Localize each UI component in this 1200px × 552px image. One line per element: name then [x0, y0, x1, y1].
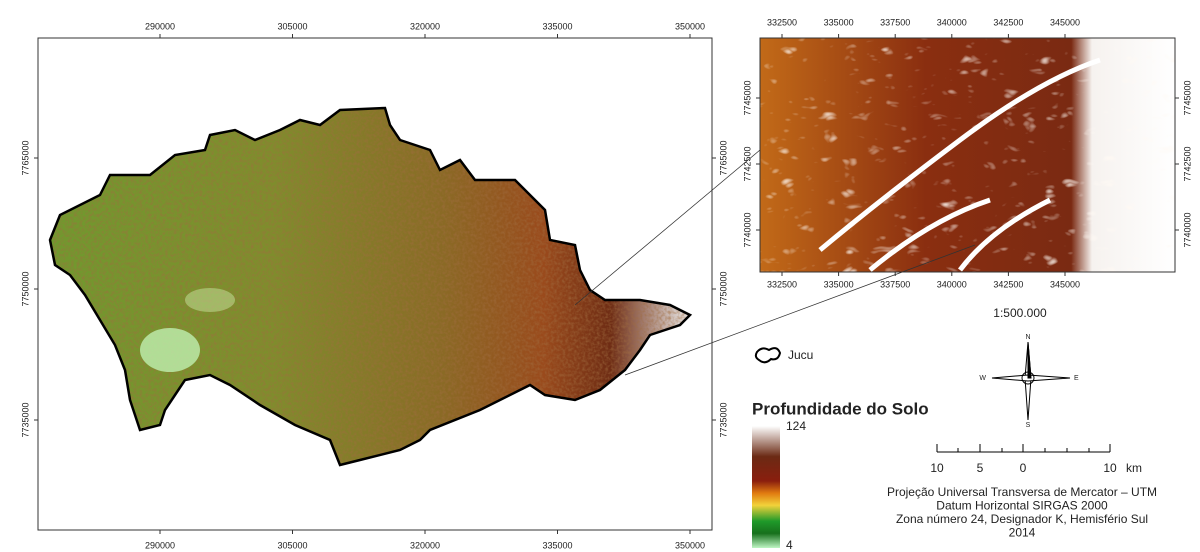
legend-min: 4: [786, 538, 793, 552]
x-tick-label: 337500: [880, 279, 910, 289]
boundary-label: Jucu: [788, 348, 813, 362]
y-tick-label: 7740000: [742, 212, 752, 247]
scale-label: 0: [1020, 461, 1027, 475]
projection-text: Projeção Universal Transversa de Mercato…: [887, 485, 1157, 499]
scale-label: 10: [930, 461, 944, 475]
x-tick-label: 337500: [880, 17, 910, 27]
x-tick-label: 345000: [1050, 17, 1080, 27]
y-tick-label: 7765000: [718, 140, 728, 175]
x-tick-label: 305000: [277, 540, 307, 550]
projection-text: 2014: [1009, 526, 1036, 540]
scale-label: 5: [977, 461, 984, 475]
compass-e: E: [1074, 375, 1079, 382]
x-tick-label: 305000: [277, 21, 307, 31]
boundary-symbol: [756, 348, 780, 362]
x-tick-label: 290000: [145, 21, 175, 31]
x-tick-label: 342500: [993, 279, 1023, 289]
inset-raster: [760, 38, 1175, 272]
y-tick-label: 7750000: [718, 271, 728, 306]
x-tick-label: 332500: [767, 279, 797, 289]
legend-max: 124: [786, 419, 806, 433]
north-arrow: [992, 342, 1070, 420]
scale-bar: [937, 444, 1110, 452]
y-tick-label: 7740000: [1182, 212, 1192, 247]
compass-s: S: [1026, 422, 1031, 429]
x-tick-label: 340000: [937, 17, 967, 27]
compass-n: N: [1025, 334, 1030, 341]
x-tick-label: 320000: [410, 540, 440, 550]
x-tick-label: 332500: [767, 17, 797, 27]
map-figure: Jucu Profundidade do Solo 124 4 1:500.00…: [0, 0, 1200, 552]
y-tick-label: 7765000: [20, 140, 30, 175]
x-tick-label: 350000: [675, 21, 705, 31]
x-tick-label: 290000: [145, 540, 175, 550]
projection-text: Datum Horizontal SIRGAS 2000: [936, 499, 1108, 513]
y-tick-label: 7742500: [1182, 146, 1192, 181]
y-tick-label: 7750000: [20, 271, 30, 306]
y-tick-label: 7735000: [20, 402, 30, 437]
compass-w: W: [979, 375, 986, 382]
x-tick-label: 335000: [542, 540, 572, 550]
x-tick-label: 345000: [1050, 279, 1080, 289]
y-tick-label: 7745000: [1182, 80, 1192, 115]
projection-text: Zona número 24, Designador K, Hemisfério…: [896, 512, 1148, 526]
color-bar: [752, 426, 780, 548]
x-tick-label: 335000: [542, 21, 572, 31]
legend-title: Profundidade do Solo: [752, 399, 929, 418]
y-tick-label: 7745000: [742, 80, 752, 115]
scale-label: 10: [1103, 461, 1117, 475]
x-tick-label: 320000: [410, 21, 440, 31]
scale-text: 1:500.000: [993, 306, 1047, 320]
y-tick-label: 7742500: [742, 146, 752, 181]
x-tick-label: 350000: [675, 540, 705, 550]
scale-unit: km: [1126, 461, 1142, 475]
x-tick-label: 340000: [937, 279, 967, 289]
x-tick-label: 335000: [824, 279, 854, 289]
x-tick-label: 342500: [993, 17, 1023, 27]
x-tick-label: 335000: [824, 17, 854, 27]
y-tick-label: 7735000: [718, 402, 728, 437]
